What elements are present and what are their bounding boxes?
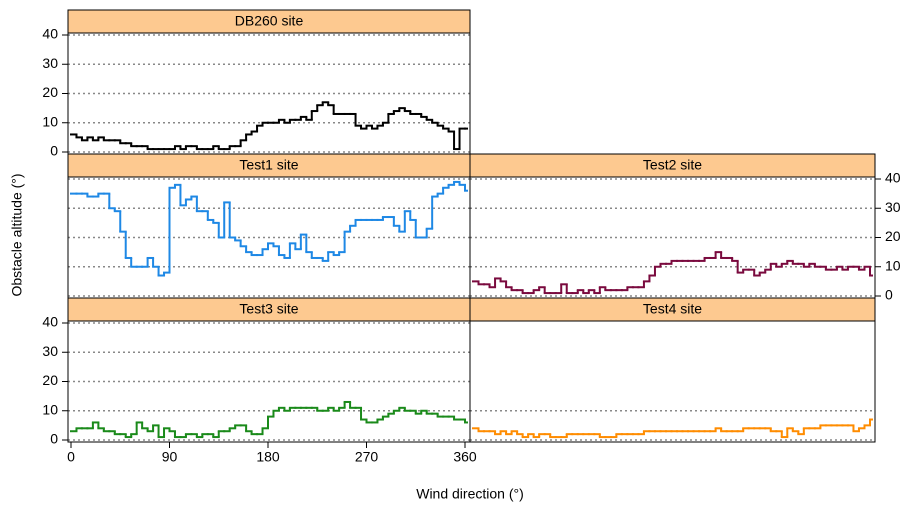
panel-background: [470, 177, 875, 298]
x-tick-label: 90: [162, 449, 178, 465]
x-tick-label: 270: [355, 449, 379, 465]
y-tick-label: 20: [885, 228, 901, 244]
panel: Test1 site: [67, 153, 471, 299]
y-tick-label: 0: [885, 287, 893, 303]
y-tick-label: 10: [42, 113, 58, 129]
y-tick-label: 30: [885, 199, 901, 215]
strip: [469, 153, 876, 178]
panel-title: DB260 site: [235, 13, 304, 29]
panel: Test4 site: [469, 297, 876, 443]
x-tick-label: 180: [256, 449, 280, 465]
y-tick-label: 10: [42, 401, 58, 417]
panel: DB260 site 0 10 20 30 40: [42, 9, 471, 159]
y-tick-label: 20: [42, 372, 58, 388]
y-tick-label: 30: [42, 55, 58, 71]
y-tick-label: 30: [42, 343, 58, 359]
y-tick-label: 0: [50, 143, 58, 159]
panel-title: Test3 site: [239, 301, 298, 317]
panel-background: [470, 321, 875, 442]
panel-title: Test1 site: [239, 157, 298, 173]
strip: [469, 297, 876, 322]
x-axis-label: Wind direction (°): [416, 486, 524, 502]
y-tick-label: 0: [50, 431, 58, 447]
y-tick-label: 40: [885, 170, 901, 186]
y-tick-label: 40: [42, 26, 58, 42]
panel: Test2 site 0 10 20 30 40: [469, 153, 901, 303]
y-tick-label: 40: [42, 314, 58, 330]
panel-title: Test2 site: [643, 157, 702, 173]
y-tick-label: 10: [885, 257, 901, 273]
x-tick-label: 0: [67, 449, 75, 465]
y-tick-label: 20: [42, 84, 58, 100]
x-tick-label: 360: [453, 449, 477, 465]
panel-title: Test4 site: [643, 301, 702, 317]
y-axis-label: Obstacle altitude (°): [9, 173, 25, 296]
panel: Test3 site 0 10 20 30 40 0 90 180 270 360: [42, 297, 477, 465]
strip: [67, 9, 471, 34]
